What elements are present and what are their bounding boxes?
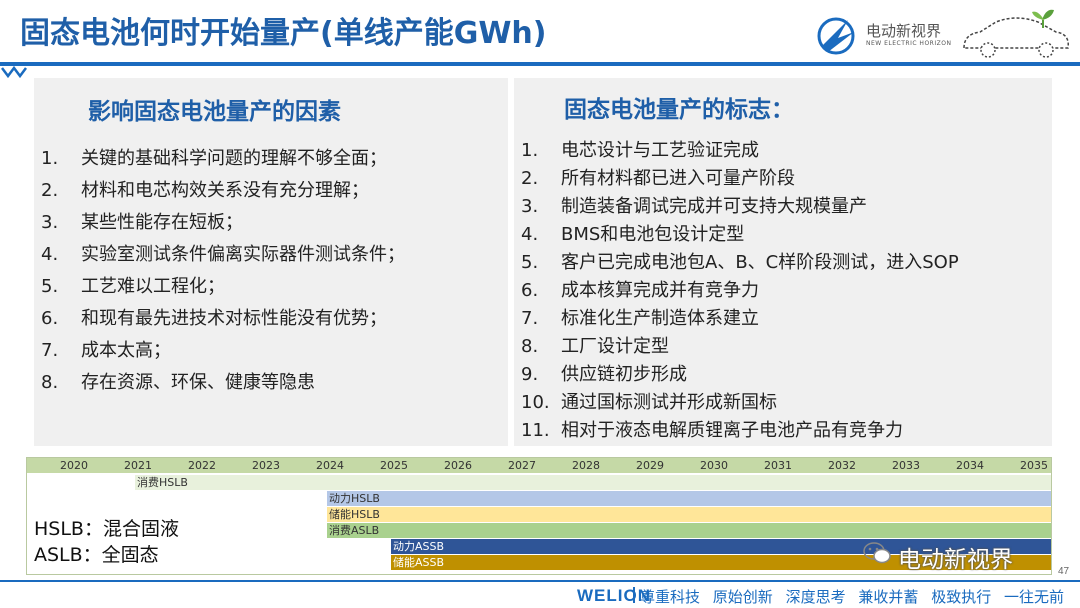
milestone-item-8: 8. 工厂设计定型 bbox=[521, 336, 669, 357]
slogan-1: 尊重科技 bbox=[640, 588, 701, 606]
milestones-heading: 固态电池量产的标志： bbox=[564, 97, 794, 123]
milestone-item-7: 7. 标准化生产制造体系建立 bbox=[521, 308, 759, 329]
factor-item-2: 2. 材料和电芯构效关系没有充分理解； bbox=[41, 180, 369, 201]
page-number: 47 bbox=[1058, 566, 1070, 577]
timeline-bar-2: 动力HSLB bbox=[327, 491, 1051, 506]
timeline-year-2028: 2028 bbox=[572, 459, 600, 472]
logo-subtitle: NEW ELECTRIC HORIZON bbox=[866, 40, 952, 47]
timeline-bar-1: 消费HSLB bbox=[135, 475, 1051, 490]
timeline-years-row: 2020 2021 2022 2023 2024 2025 2026 2027 2028 2029… bbox=[27, 458, 1051, 473]
milestone-item-2: 2. 所有材料都已进入可量产阶段 bbox=[521, 168, 795, 189]
milestone-item-5: 5. 客户已完成电池包A、B、C样阶段测试，进入SOP bbox=[521, 252, 959, 273]
slogan-3: 深度思考 bbox=[785, 588, 846, 606]
milestone-item-11: 11. 相对于液态电解质锂离子电池产品有竞争力 bbox=[521, 420, 903, 441]
slide-title: 固态电池何时开始量产(单线产能GWh) bbox=[20, 16, 547, 51]
milestone-item-10: 10. 通过国标测试并形成新国标 bbox=[521, 392, 777, 413]
timeline-year-2034: 2034 bbox=[956, 459, 984, 472]
factor-item-7: 7. 成本太高； bbox=[41, 340, 171, 361]
electric-horizon-logo-icon bbox=[817, 17, 855, 55]
wave-decoration-icon bbox=[1, 65, 27, 79]
slogan-4: 兼收并蓄 bbox=[858, 588, 919, 606]
footer-slogans: 尊重科技 原始创新 深度思考 兼收并蓄 极致执行 一往无前 bbox=[640, 586, 1072, 607]
timeline-year-2023: 2023 bbox=[252, 459, 280, 472]
logo-name: 电动新视界 bbox=[866, 22, 942, 40]
timeline-bar-3: 储能HSLB bbox=[327, 507, 1051, 522]
timeline-year-2025: 2025 bbox=[380, 459, 408, 472]
timeline-year-2020: 2020 bbox=[60, 459, 88, 472]
milestone-item-9: 9. 供应链初步形成 bbox=[521, 364, 687, 385]
timeline-year-2026: 2026 bbox=[444, 459, 472, 472]
factor-item-8: 8. 存在资源、环保、健康等隐患 bbox=[41, 372, 315, 393]
watermark-text: 电动新视界 bbox=[898, 547, 1013, 573]
slogan-2: 原始创新 bbox=[712, 588, 773, 606]
timeline-year-2030: 2030 bbox=[700, 459, 728, 472]
factor-item-3: 3. 某些性能存在短板； bbox=[41, 212, 243, 233]
timeline-year-2032: 2032 bbox=[828, 459, 856, 472]
factor-item-4: 4. 实验室测试条件偏离实际器件测试条件； bbox=[41, 244, 405, 265]
factor-item-1: 1. 关键的基础科学问题的理解不够全面； bbox=[41, 148, 387, 169]
timeline-year-2021: 2021 bbox=[124, 459, 152, 472]
footer-brand-logo: WELION bbox=[577, 586, 651, 605]
timeline-year-2031: 2031 bbox=[764, 459, 792, 472]
slogan-5: 极致执行 bbox=[931, 588, 992, 606]
legend-aslb: ASLB：全固态 bbox=[34, 544, 159, 566]
milestone-item-3: 3. 制造装备调试完成并可支持大规模量产 bbox=[521, 196, 867, 217]
timeline-year-2029: 2029 bbox=[636, 459, 664, 472]
footer-divider bbox=[0, 580, 1080, 582]
timeline-year-2022: 2022 bbox=[188, 459, 216, 472]
timeline-year-2033: 2033 bbox=[892, 459, 920, 472]
factors-panel: 影响固态电池量产的因素 1. 关键的基础科学问题的理解不够全面； 2. 材料和电芯构… bbox=[34, 78, 508, 446]
factor-item-5: 5. 工艺难以工程化； bbox=[41, 276, 225, 297]
timeline-bar-4: 消费ASLB bbox=[327, 523, 1051, 538]
milestone-item-4: 4. BMS和电池包设计定型 bbox=[521, 224, 745, 245]
slogan-6: 一往无前 bbox=[1003, 588, 1064, 606]
timeline-year-2035: 2035 bbox=[1020, 459, 1048, 472]
factor-item-6: 6. 和现有最先进技术对标性能没有优势； bbox=[41, 308, 387, 329]
eco-car-icon bbox=[963, 9, 1069, 58]
timeline-year-2027: 2027 bbox=[508, 459, 536, 472]
milestone-item-6: 6. 成本核算完成并有竞争力 bbox=[521, 280, 759, 301]
milestone-item-1: 1. 电芯设计与工艺验证完成 bbox=[521, 140, 759, 161]
timeline-year-2024: 2024 bbox=[316, 459, 344, 472]
milestones-panel: 固态电池量产的标志： 1. 电芯设计与工艺验证完成 2. 所有材料都已进入可量产阶段… bbox=[514, 78, 1052, 446]
header-divider bbox=[0, 62, 1080, 66]
footer-separator bbox=[633, 587, 635, 603]
wechat-icon bbox=[863, 542, 891, 564]
factors-heading: 影响固态电池量产的因素 bbox=[88, 99, 341, 125]
legend-hslb: HSLB：混合固液 bbox=[34, 518, 179, 540]
